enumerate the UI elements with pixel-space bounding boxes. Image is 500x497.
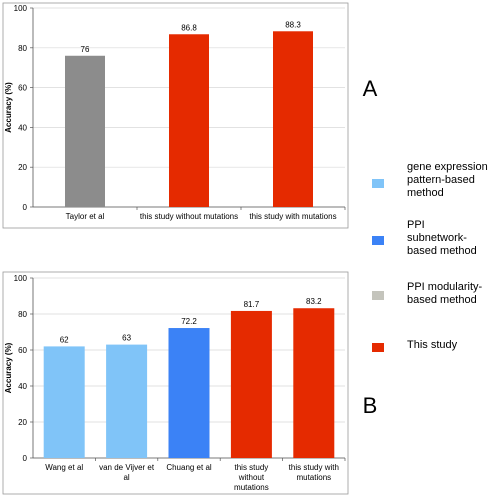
chart-b-bar — [230, 310, 272, 458]
chart-a-ytick-label: 0 — [23, 203, 28, 212]
chart-a-category-label: this study without mutations — [140, 212, 238, 221]
legend-label: pattern-based — [407, 174, 475, 186]
chart-b-category-label: mutations — [296, 473, 331, 482]
chart-a-frame — [2, 2, 349, 229]
chart-b-category-label: van de Vijver et — [99, 463, 155, 472]
chart-a-value-label: 76 — [81, 45, 90, 54]
chart-b-bar — [168, 328, 210, 458]
chart-a-ytick-label: 40 — [18, 123, 27, 132]
chart-b-panel-label: B — [363, 393, 378, 418]
chart-a-bar — [169, 34, 209, 207]
chart-b-ytick-label: 80 — [18, 310, 27, 319]
legend-label: method — [407, 187, 444, 199]
legend-label: based method — [407, 294, 477, 306]
legend-label: gene expression — [407, 161, 488, 173]
chart-a-value-label: 88.3 — [285, 20, 301, 29]
chart-b-bar — [106, 344, 148, 458]
chart-b-value-label: 63 — [122, 334, 131, 343]
legend-label: PPI modularity- — [407, 281, 483, 293]
chart-a-bar — [273, 31, 313, 207]
legend-swatch — [372, 179, 384, 188]
chart-b-ytick-label: 20 — [18, 418, 27, 427]
chart-a-ytick-label: 60 — [18, 84, 27, 93]
chart-a-value-label: 86.8 — [181, 23, 197, 32]
chart-b-ylabel: Accuracy (%) — [4, 342, 13, 393]
legend-swatch — [372, 343, 384, 352]
chart-a-ylabel: Accuracy (%) — [4, 82, 13, 133]
chart-b-frame — [2, 271, 349, 495]
legend-label: PPI — [407, 219, 425, 231]
chart-b-bar — [43, 346, 85, 458]
chart-a-category-label: this study with mutations — [249, 212, 336, 221]
chart-b-value-label: 81.7 — [244, 300, 260, 309]
chart-b-ytick-label: 0 — [23, 454, 28, 463]
chart-b-category-label: this study — [235, 463, 269, 472]
chart-b-category-label: without — [238, 473, 265, 482]
chart-b-category-label: Chuang et al — [166, 463, 212, 472]
legend-label: based method — [407, 245, 477, 257]
chart-b-category-label: Wang et al — [45, 463, 83, 472]
chart-a-bar — [65, 55, 105, 208]
chart-b-value-label: 72.2 — [181, 317, 197, 326]
chart-a-ytick-label: 80 — [18, 44, 27, 53]
legend-label: This study — [407, 339, 458, 351]
chart-a-ytick-label: 20 — [18, 163, 27, 172]
chart-b-ytick-label: 40 — [18, 382, 27, 391]
chart-b-ytick-label: 100 — [14, 274, 28, 283]
chart-b-value-label: 62 — [60, 335, 69, 344]
chart-b-category-label: al — [123, 473, 129, 482]
chart-b-category-label: mutations — [234, 483, 269, 492]
chart-a-panel-label: A — [363, 76, 378, 101]
chart-b-category-label: this study with — [289, 463, 339, 472]
legend-label: subnetwork- — [407, 232, 467, 244]
chart-b-bar — [293, 308, 335, 458]
legend-swatch — [372, 291, 384, 300]
legend-swatch — [372, 236, 384, 245]
chart-a-ytick-label: 100 — [14, 4, 28, 13]
chart-b-ytick-label: 60 — [18, 346, 27, 355]
chart-a-category-label: Taylor et al — [66, 212, 105, 221]
chart-b-value-label: 83.2 — [306, 297, 322, 306]
